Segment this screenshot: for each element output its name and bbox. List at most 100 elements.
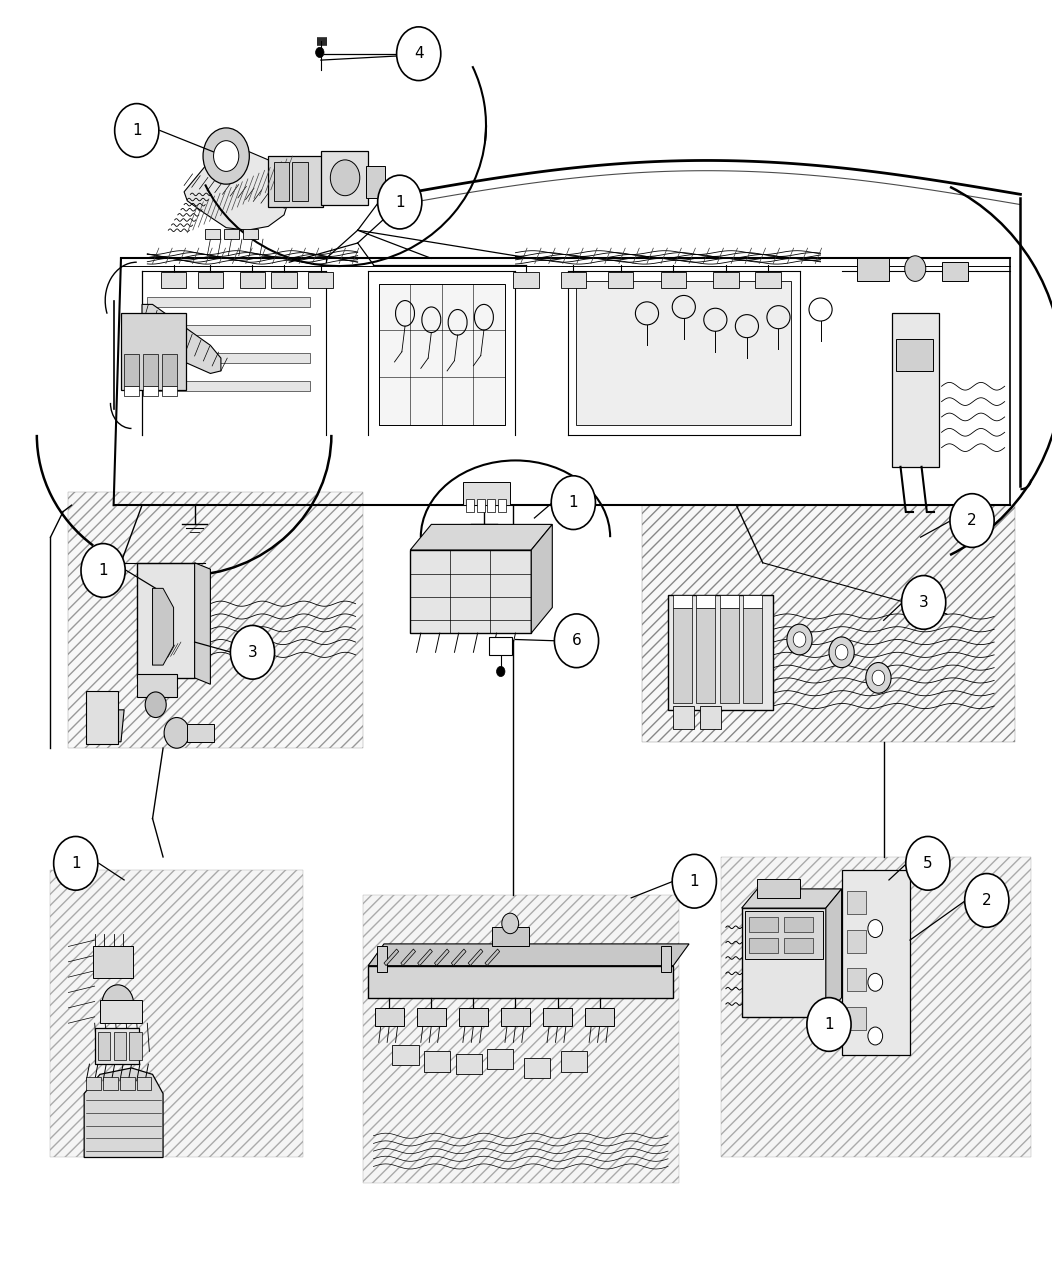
Bar xyxy=(847,968,866,991)
Circle shape xyxy=(145,692,166,718)
Bar xyxy=(561,1051,587,1072)
Bar xyxy=(143,386,158,396)
Text: 1: 1 xyxy=(689,874,700,889)
Bar xyxy=(375,1008,404,1026)
Bar xyxy=(377,946,387,972)
Text: 2: 2 xyxy=(967,513,977,528)
Bar xyxy=(274,162,289,201)
Bar xyxy=(137,674,177,697)
Bar xyxy=(668,595,773,710)
Bar xyxy=(124,386,139,396)
Circle shape xyxy=(872,670,885,686)
Text: 3: 3 xyxy=(918,595,929,610)
Text: 1: 1 xyxy=(70,856,81,871)
Bar xyxy=(757,879,800,898)
Bar xyxy=(487,499,495,512)
Bar xyxy=(745,911,823,959)
Circle shape xyxy=(868,1027,883,1045)
Bar xyxy=(93,946,133,978)
Circle shape xyxy=(203,128,249,184)
Bar xyxy=(842,870,910,1055)
Bar xyxy=(673,608,692,703)
Polygon shape xyxy=(195,563,210,684)
Bar xyxy=(585,1008,614,1026)
Polygon shape xyxy=(434,949,449,966)
Polygon shape xyxy=(368,944,689,966)
Polygon shape xyxy=(418,949,432,966)
Bar xyxy=(124,354,139,386)
Bar xyxy=(147,297,310,307)
Bar xyxy=(513,272,539,288)
Bar xyxy=(661,272,686,288)
Polygon shape xyxy=(84,1068,163,1157)
Bar xyxy=(784,917,813,932)
Bar xyxy=(162,354,177,386)
Circle shape xyxy=(230,625,275,679)
Circle shape xyxy=(397,27,441,81)
Text: 6: 6 xyxy=(571,633,582,648)
Bar xyxy=(424,1051,450,1072)
Bar xyxy=(487,1049,513,1069)
Bar xyxy=(198,272,223,288)
Bar xyxy=(720,608,739,703)
Bar xyxy=(784,938,813,953)
Bar xyxy=(224,229,239,239)
Bar xyxy=(847,930,866,953)
Circle shape xyxy=(316,47,324,58)
Bar xyxy=(743,595,762,608)
Bar xyxy=(673,595,692,608)
Circle shape xyxy=(807,998,851,1051)
Circle shape xyxy=(906,836,950,890)
Text: 4: 4 xyxy=(413,46,424,61)
Bar xyxy=(95,1028,139,1064)
Circle shape xyxy=(672,854,716,908)
Bar xyxy=(410,550,531,633)
Text: 1: 1 xyxy=(132,123,142,138)
Bar xyxy=(147,381,310,391)
Bar xyxy=(755,272,781,288)
Circle shape xyxy=(330,160,360,196)
Bar xyxy=(501,1008,530,1026)
Text: 1: 1 xyxy=(98,563,108,578)
Bar xyxy=(477,499,485,512)
Bar xyxy=(137,1077,151,1090)
Circle shape xyxy=(81,544,125,597)
Circle shape xyxy=(950,494,994,547)
Bar xyxy=(50,870,303,1157)
Bar xyxy=(366,166,385,198)
Circle shape xyxy=(787,624,812,655)
Bar xyxy=(742,908,826,1017)
Bar xyxy=(749,938,778,953)
Bar xyxy=(661,946,671,972)
Bar xyxy=(147,325,310,335)
Text: 5: 5 xyxy=(923,856,933,871)
Bar xyxy=(392,1045,419,1065)
Bar xyxy=(543,1008,572,1026)
Bar xyxy=(143,354,158,386)
Text: 3: 3 xyxy=(247,645,258,660)
Bar xyxy=(489,637,512,655)
Bar xyxy=(86,691,118,744)
Circle shape xyxy=(868,973,883,991)
Bar xyxy=(492,927,529,946)
Bar xyxy=(673,706,694,729)
Bar xyxy=(114,1032,126,1060)
Bar xyxy=(187,724,214,742)
Polygon shape xyxy=(114,710,124,742)
Circle shape xyxy=(54,836,98,890)
Circle shape xyxy=(793,632,806,647)
Bar xyxy=(561,272,586,288)
Circle shape xyxy=(115,104,159,157)
Polygon shape xyxy=(142,304,221,373)
Bar xyxy=(137,563,195,678)
Bar xyxy=(743,608,762,703)
Bar xyxy=(713,272,739,288)
Text: 2: 2 xyxy=(982,893,992,908)
Circle shape xyxy=(868,920,883,938)
Bar xyxy=(498,499,506,512)
Bar xyxy=(205,229,220,239)
Text: 1: 1 xyxy=(568,495,579,510)
Bar xyxy=(857,258,889,281)
Bar xyxy=(892,313,939,467)
Bar xyxy=(847,1007,866,1030)
